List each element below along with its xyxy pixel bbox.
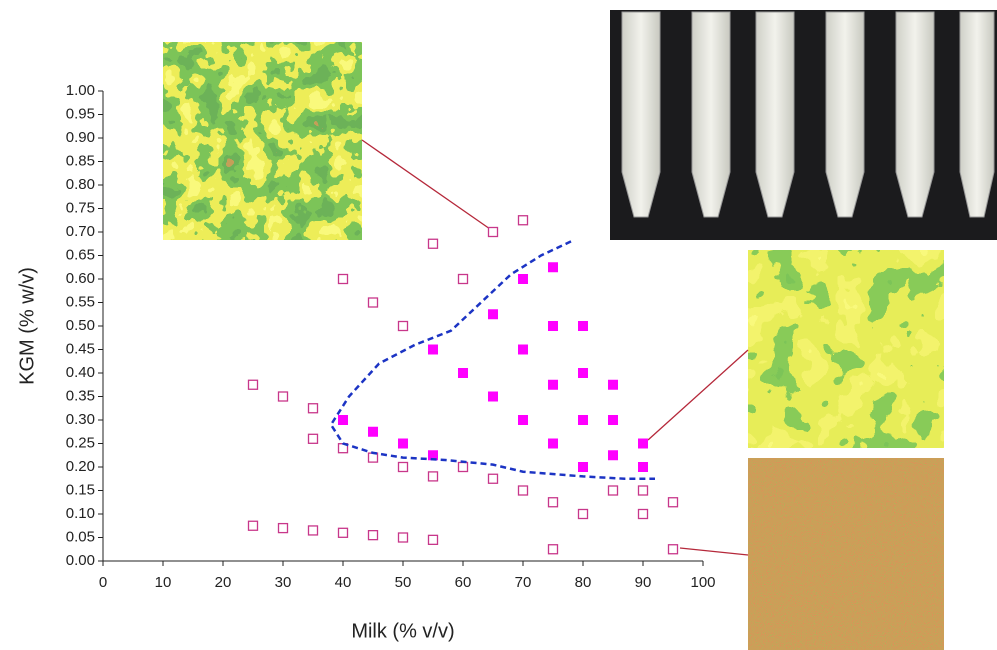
marker (488, 309, 498, 320)
y-tick-label: 0.15 (66, 481, 95, 498)
marker (397, 320, 409, 332)
marker (548, 321, 558, 331)
x-tick-label: 10 (155, 574, 172, 591)
marker (367, 297, 379, 308)
marker (337, 527, 349, 538)
marker (578, 368, 588, 378)
marker (398, 438, 408, 449)
marker (487, 473, 499, 484)
marker (518, 344, 528, 355)
marker (487, 226, 499, 238)
micrograph (163, 42, 362, 240)
marker (547, 497, 559, 508)
y-tick-label: 0.65 (66, 246, 95, 263)
y-tick-label: 0.60 (66, 270, 95, 287)
y-tick-label: 0.35 (66, 387, 95, 404)
y-tick-label: 0.45 (66, 340, 95, 357)
marker (608, 379, 618, 390)
marker (427, 534, 439, 545)
marker (397, 461, 409, 473)
marker (517, 485, 529, 496)
x-tick-label: 70 (515, 574, 532, 591)
tube-photo (610, 10, 997, 240)
marker (307, 525, 319, 536)
marker (607, 485, 619, 496)
marker (458, 368, 468, 378)
marker (277, 391, 289, 402)
micrograph (748, 250, 944, 448)
marker (667, 497, 679, 508)
marker (247, 379, 259, 390)
marker (578, 321, 588, 331)
y-tick-label: 0.70 (66, 223, 95, 240)
y-tick-label: 0.00 (66, 552, 95, 569)
y-tick-label: 0.75 (66, 199, 95, 216)
x-tick-label: 30 (275, 574, 292, 591)
x-tick-label: 80 (575, 574, 592, 591)
marker (277, 522, 289, 534)
marker (518, 415, 528, 425)
marker (518, 274, 528, 284)
marker (608, 450, 618, 461)
marker (638, 462, 648, 472)
marker (397, 532, 409, 543)
x-axis-title: Milk (% v/v) (351, 620, 454, 642)
y-tick-label: 0.95 (66, 105, 95, 122)
marker (548, 379, 558, 390)
y-tick-label: 0.55 (66, 293, 95, 310)
y-tick-label: 0.20 (66, 458, 95, 475)
y-tick-label: 0.30 (66, 411, 95, 428)
y-tick-label: 0.40 (66, 364, 95, 381)
marker (638, 438, 648, 449)
x-tick-label: 50 (395, 574, 412, 591)
marker (428, 344, 438, 355)
x-tick-label: 20 (215, 574, 232, 591)
y-tick-label: 0.80 (66, 176, 95, 193)
y-tick-label: 1.00 (66, 82, 95, 99)
marker (428, 450, 438, 461)
connector (361, 139, 749, 556)
micrograph (748, 458, 944, 650)
marker (427, 238, 439, 249)
marker (547, 544, 559, 555)
marker (488, 391, 498, 402)
y-tick-label: 0.10 (66, 505, 95, 522)
marker (457, 461, 469, 473)
y-tick-label: 0.85 (66, 152, 95, 169)
marker (338, 415, 348, 425)
y-tick-label: 0.25 (66, 434, 95, 451)
x-tick-label: 60 (455, 574, 472, 591)
marker (337, 273, 349, 285)
marker (307, 433, 319, 444)
marker (667, 544, 679, 555)
x-tick-label: 90 (635, 574, 652, 591)
marker (637, 508, 649, 520)
marker (367, 530, 379, 541)
marker (578, 462, 588, 472)
marker (517, 215, 529, 226)
marker (608, 415, 618, 425)
x-tick-label: 40 (335, 574, 352, 591)
x-tick-label: 0 (99, 574, 107, 591)
marker (548, 262, 558, 273)
marker (548, 438, 558, 449)
boundary-line (329, 240, 655, 480)
marker (247, 520, 259, 531)
marker (637, 485, 649, 496)
x-tick-label: 100 (690, 574, 715, 591)
y-tick-label: 0.90 (66, 129, 95, 146)
marker (368, 426, 378, 437)
y-tick-label: 0.05 (66, 528, 95, 545)
marker (577, 508, 589, 520)
marker (307, 403, 319, 414)
marker (457, 273, 469, 285)
y-tick-label: 0.50 (66, 317, 95, 334)
y-axis-title: KGM (% w/v) (16, 267, 38, 385)
marker (578, 415, 588, 425)
marker (427, 471, 439, 482)
